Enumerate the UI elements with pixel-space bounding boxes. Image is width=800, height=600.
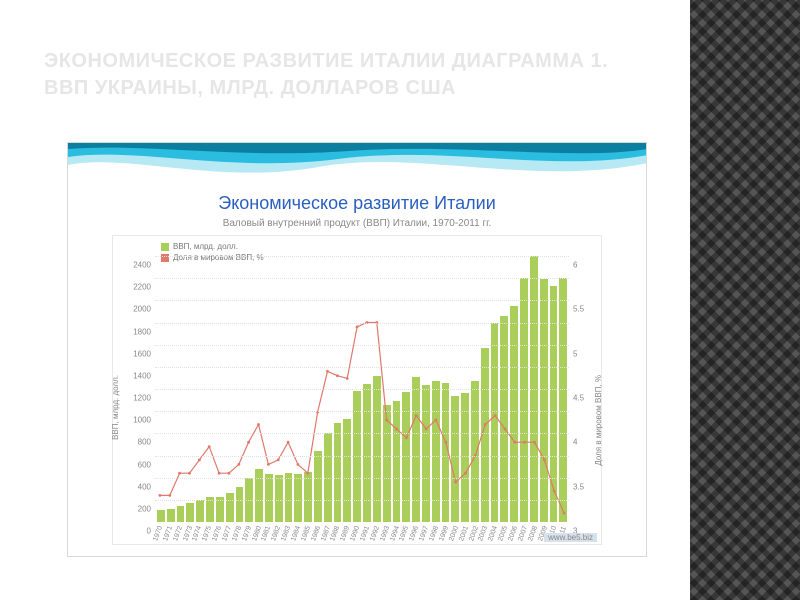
gridline (155, 433, 569, 434)
bar (510, 306, 518, 522)
y-left-tick: 600 (117, 460, 151, 469)
gridline (155, 300, 569, 301)
gridline (155, 478, 569, 479)
bar (481, 348, 489, 522)
bar (343, 419, 351, 522)
gridline (155, 323, 569, 324)
y-right-tick: 4.5 (573, 394, 597, 403)
watermark: www.be5.biz (544, 533, 597, 542)
bar (559, 278, 567, 522)
legend-item: ВВП, млрд. долл. (161, 242, 264, 251)
bar (167, 509, 175, 522)
bar (500, 316, 508, 522)
gridline (155, 256, 569, 257)
y-left-tick: 800 (117, 438, 151, 447)
page: ЭКОНОМИЧЕСКОЕ РАЗВИТИЕ ИТАЛИИ ДИАГРАММА … (0, 0, 800, 600)
slide-title: Экономическое развитие Италии (68, 193, 646, 214)
bar (520, 278, 528, 522)
gridline (155, 345, 569, 346)
bar (451, 396, 459, 522)
bar (177, 506, 185, 522)
gridline (155, 456, 569, 457)
y-left-tick: 1400 (117, 371, 151, 380)
bar (422, 385, 430, 522)
y-right-tick: 6 (573, 261, 597, 270)
heading-line-1: ЭКОНОМИЧЕСКОЕ РАЗВИТИЕ ИТАЛИИ ДИАГРАММА … (44, 50, 608, 72)
bar (294, 474, 302, 522)
bar (334, 423, 342, 522)
y-right-tick: 3.5 (573, 482, 597, 491)
bar (304, 472, 312, 522)
slide-card: Экономическое развитие Италии Валовый вн… (67, 142, 647, 557)
y-axis-right: 33.544.555.56 (571, 256, 599, 522)
heading-line-2: ВВП УКРАИНЫ, МЛРД. ДОЛЛАРОВ США (44, 77, 456, 99)
y-left-tick: 2200 (117, 283, 151, 292)
bar (540, 279, 548, 522)
y-left-tick: 400 (117, 482, 151, 491)
chart-frame: ВВП, млрд. долл. Доля в мировом ВВП, % В… (112, 235, 602, 545)
y-right-tick: 5 (573, 349, 597, 358)
y-left-tick: 1000 (117, 416, 151, 425)
bar (314, 451, 322, 522)
bar (186, 503, 194, 522)
bar (383, 405, 391, 522)
plot-area (155, 256, 569, 522)
bar (236, 487, 244, 522)
bar (285, 473, 293, 522)
y-left-tick: 2400 (117, 261, 151, 270)
gridline (155, 411, 569, 412)
bar (471, 381, 479, 522)
bar (363, 384, 371, 522)
bar (226, 493, 234, 522)
y-right-tick: 5.5 (573, 305, 597, 314)
bar (196, 500, 204, 522)
bar (432, 381, 440, 522)
y-left-tick: 0 (117, 527, 151, 536)
gridline (155, 389, 569, 390)
bar (275, 475, 283, 522)
bar (265, 474, 273, 522)
y-left-tick: 2000 (117, 305, 151, 314)
bar (491, 323, 499, 523)
gridline (155, 367, 569, 368)
page-heading: ЭКОНОМИЧЕСКОЕ РАЗВИТИЕ ИТАЛИИ ДИАГРАММА … (44, 48, 664, 102)
y-left-tick: 1200 (117, 394, 151, 403)
bar (442, 383, 450, 522)
gridline (155, 500, 569, 501)
y-right-tick: 4 (573, 438, 597, 447)
legend-swatch-bar (161, 243, 169, 251)
bar (393, 401, 401, 522)
decor-wave (68, 143, 646, 191)
gridline (155, 278, 569, 279)
chart-subtitle: Валовый внутренний продукт (ВВП) Италии,… (68, 218, 646, 229)
y-left-tick: 200 (117, 504, 151, 513)
y-left-tick: 1600 (117, 349, 151, 358)
x-axis: 1970197119721973197419751976197719781979… (155, 522, 569, 544)
bar (461, 393, 469, 522)
legend-label: ВВП, млрд. долл. (173, 242, 238, 251)
decor-sidebar-pattern (690, 0, 800, 600)
y-axis-left: 0200400600800100012001400160018002000220… (115, 256, 153, 522)
y-left-tick: 1800 (117, 327, 151, 336)
